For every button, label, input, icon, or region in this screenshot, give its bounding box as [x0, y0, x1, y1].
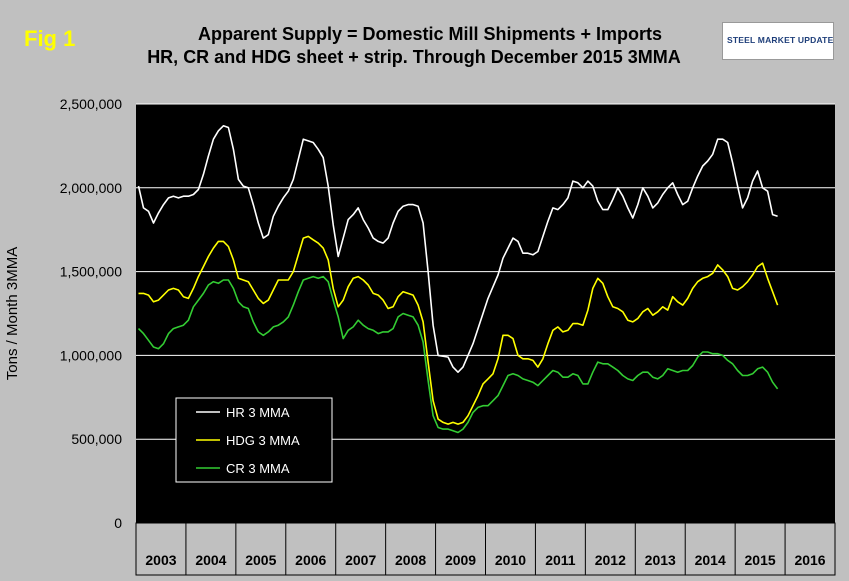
x-tick-label: 2005: [245, 552, 276, 568]
y-axis-label: Tons / Month 3MMA: [4, 247, 21, 380]
x-tick-label: 2012: [595, 552, 626, 568]
legend-label: HR 3 MMA: [226, 405, 290, 420]
x-tick-label: 2010: [495, 552, 526, 568]
chart-title: Apparent Supply = Domestic Mill Shipment…: [197, 24, 663, 44]
x-tick-label: 2011: [545, 552, 576, 568]
x-tick-label: 2009: [445, 552, 476, 568]
x-tick-label: 2004: [195, 552, 226, 568]
x-tick-label: 2006: [295, 552, 326, 568]
legend-label: CR 3 MMA: [226, 461, 290, 476]
chart-subtitle: HR, CR and HDG sheet + strip. Through De…: [147, 47, 681, 67]
steel-market-update-logo: STEEL MARKET UPDATE: [722, 22, 834, 60]
figure-label: Fig 1: [24, 26, 76, 51]
series-line-hr: [137, 125, 778, 373]
x-tick-label: 2008: [395, 552, 426, 568]
x-tick-label: 2007: [345, 552, 376, 568]
x-tick-label: 2003: [145, 552, 176, 568]
y-tick-label: 1,000,000: [60, 347, 122, 363]
x-tick-label: 2016: [794, 552, 825, 568]
y-tick-label: 2,500,000: [60, 96, 122, 112]
series-line-cr: [137, 275, 779, 434]
x-tick-label: 2015: [745, 552, 776, 568]
y-tick-label: 2,000,000: [60, 180, 122, 196]
y-tick-label: 1,500,000: [60, 264, 122, 280]
series-line-hdg: [138, 235, 779, 425]
legend-label: HDG 3 MMA: [226, 433, 300, 448]
x-tick-label: 2013: [645, 552, 676, 568]
y-tick-label: 500,000: [71, 431, 122, 447]
x-tick-label: 2014: [695, 552, 726, 568]
logo-text: STEEL MARKET UPDATE: [727, 35, 834, 45]
y-tick-label: 0: [114, 515, 122, 531]
